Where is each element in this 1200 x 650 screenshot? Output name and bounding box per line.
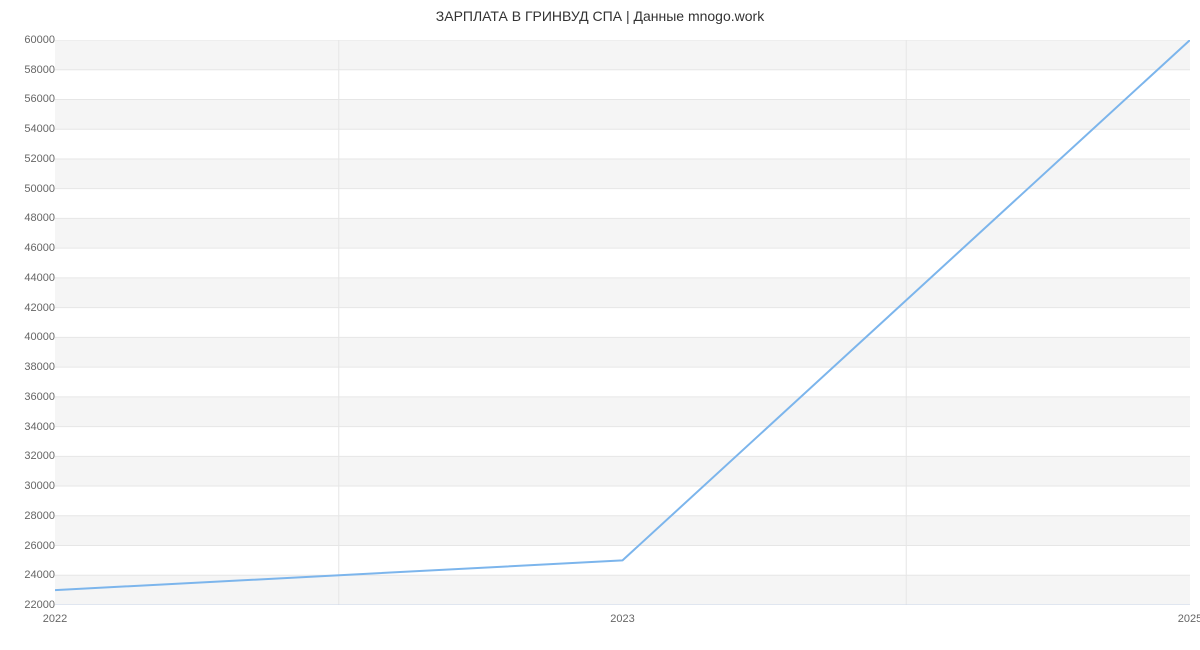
x-tick-label: 2025 [1178, 613, 1200, 625]
y-tick-label: 42000 [0, 302, 55, 314]
y-tick-label: 28000 [0, 510, 55, 522]
plot-svg [55, 40, 1190, 605]
y-tick-label: 22000 [0, 599, 55, 611]
y-tick-label: 26000 [0, 540, 55, 552]
y-tick-label: 38000 [0, 361, 55, 373]
y-tick-label: 32000 [0, 450, 55, 462]
y-tick-label: 56000 [0, 93, 55, 105]
salary-line-chart: ЗАРПЛАТА В ГРИНВУД СПА | Данные mnogo.wo… [0, 0, 1200, 650]
x-tick-label: 2022 [43, 613, 67, 625]
y-tick-label: 52000 [0, 153, 55, 165]
y-tick-label: 48000 [0, 212, 55, 224]
y-tick-label: 60000 [0, 34, 55, 46]
y-tick-label: 50000 [0, 183, 55, 195]
plot-area [55, 40, 1190, 605]
y-tick-label: 58000 [0, 64, 55, 76]
y-tick-label: 54000 [0, 123, 55, 135]
y-tick-label: 34000 [0, 421, 55, 433]
y-tick-label: 40000 [0, 331, 55, 343]
x-tick-label: 2023 [610, 613, 634, 625]
y-tick-label: 46000 [0, 242, 55, 254]
y-tick-label: 44000 [0, 272, 55, 284]
y-tick-label: 30000 [0, 480, 55, 492]
y-tick-label: 36000 [0, 391, 55, 403]
chart-title: ЗАРПЛАТА В ГРИНВУД СПА | Данные mnogo.wo… [0, 8, 1200, 24]
y-tick-label: 24000 [0, 569, 55, 581]
